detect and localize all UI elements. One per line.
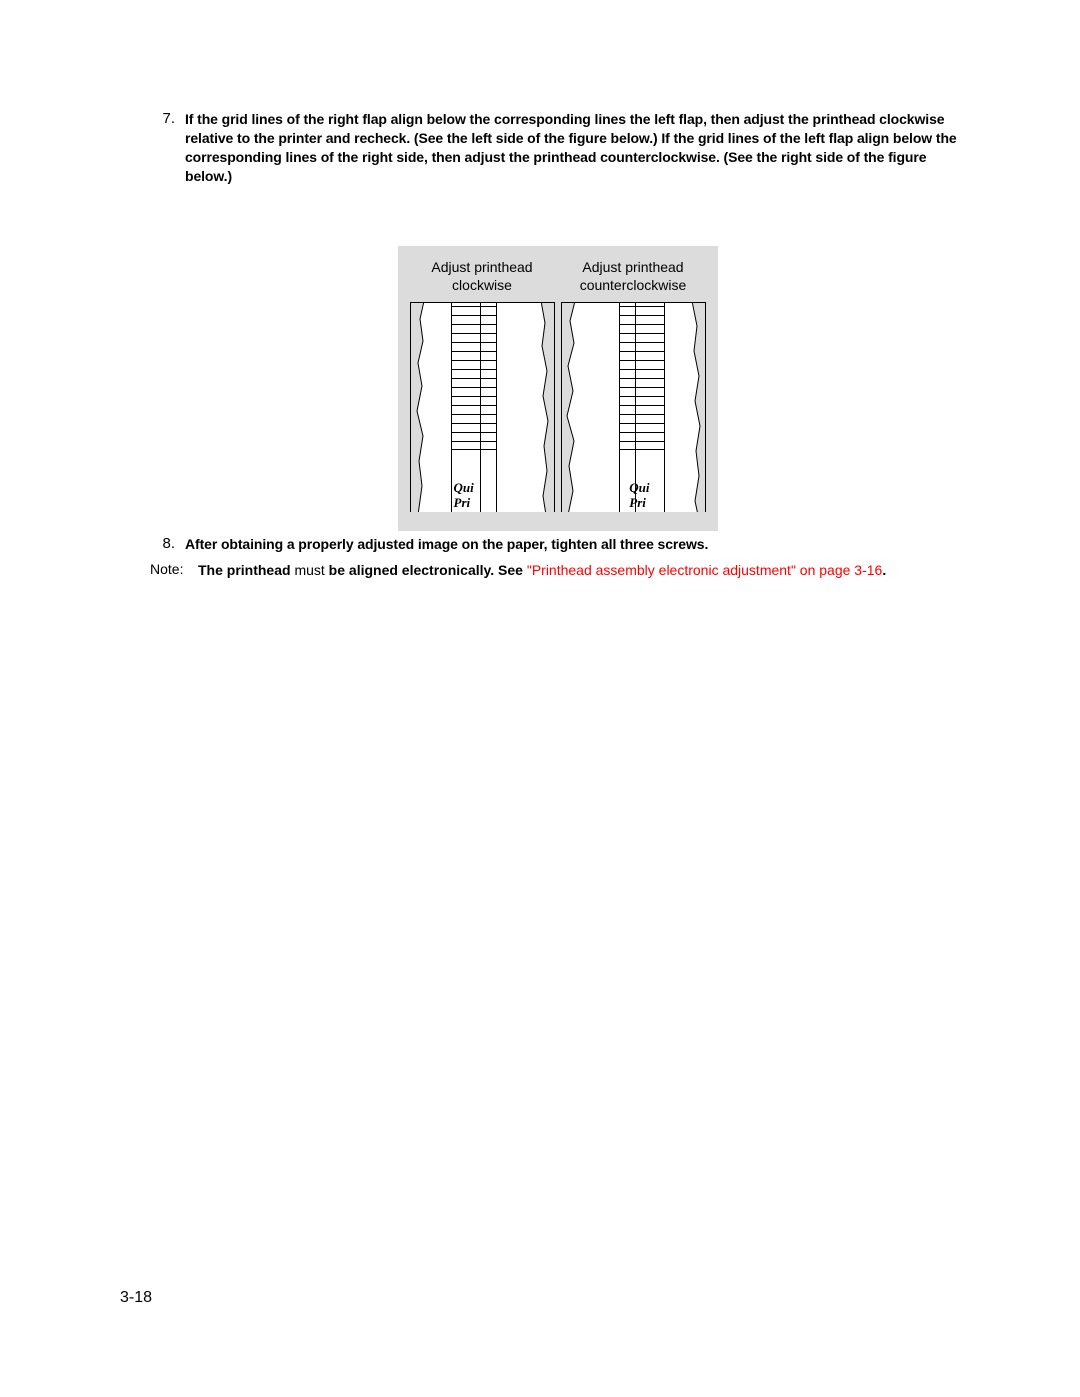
pri-text: Pri	[454, 495, 471, 510]
step-7: 7. If the grid lines of the right flap a…	[155, 110, 960, 186]
split-bar	[480, 303, 481, 512]
step-8: 8. After obtaining a properly adjusted i…	[155, 535, 960, 554]
left-label-line1: Adjust printhead	[431, 259, 532, 275]
note-link[interactable]: "Printhead assembly electronic adjustmen…	[523, 562, 882, 578]
note-period: .	[882, 562, 886, 578]
figure-right-panel: Adjust printhead counterclockwise	[561, 258, 706, 512]
right-grid-column: Qui Pri	[619, 303, 665, 512]
right-label-line1: Adjust printhead	[582, 259, 683, 275]
note-body: The printhead must be aligned electronic…	[198, 561, 886, 580]
pri-text: Pri	[629, 495, 646, 510]
torn-edge-icon	[410, 302, 424, 512]
printhead-figure: Adjust printhead clockwise Qui	[398, 246, 718, 531]
note-mid-plain: must	[291, 562, 325, 578]
qui-text: Qui	[629, 480, 649, 495]
right-panel-label: Adjust printhead counterclockwise	[561, 258, 706, 294]
note-prefix: The printhead	[198, 562, 291, 578]
right-diagram: Qui Pri	[561, 302, 706, 512]
figure-left-panel: Adjust printhead clockwise Qui	[410, 258, 555, 512]
qui-text: Qui	[454, 480, 474, 495]
step-7-text: If the grid lines of the right flap alig…	[185, 110, 960, 186]
torn-edge-icon	[692, 302, 706, 512]
page-content: 7. If the grid lines of the right flap a…	[0, 0, 1080, 580]
torn-edge-icon	[561, 302, 575, 512]
left-grid-column: Qui Pri	[451, 303, 497, 512]
note-label: Note:	[150, 561, 198, 580]
column-text: Qui Pri	[454, 481, 474, 510]
right-label-line2: counterclockwise	[580, 277, 687, 293]
step-7-number: 7.	[155, 110, 185, 186]
note-mid-bold: be aligned electronically. See	[325, 562, 523, 578]
step-8-number: 8.	[155, 535, 185, 554]
step-8-text: After obtaining a properly adjusted imag…	[185, 535, 708, 554]
left-panel-label: Adjust printhead clockwise	[410, 258, 555, 294]
left-diagram: Qui Pri	[410, 302, 555, 512]
column-text: Qui Pri	[629, 481, 649, 510]
torn-edge-icon	[541, 302, 555, 512]
grid-lines	[620, 306, 664, 450]
grid-lines	[452, 306, 496, 450]
note: Note: The printhead must be aligned elec…	[150, 561, 960, 580]
left-label-line2: clockwise	[452, 277, 512, 293]
page-number: 3-18	[120, 1289, 152, 1307]
